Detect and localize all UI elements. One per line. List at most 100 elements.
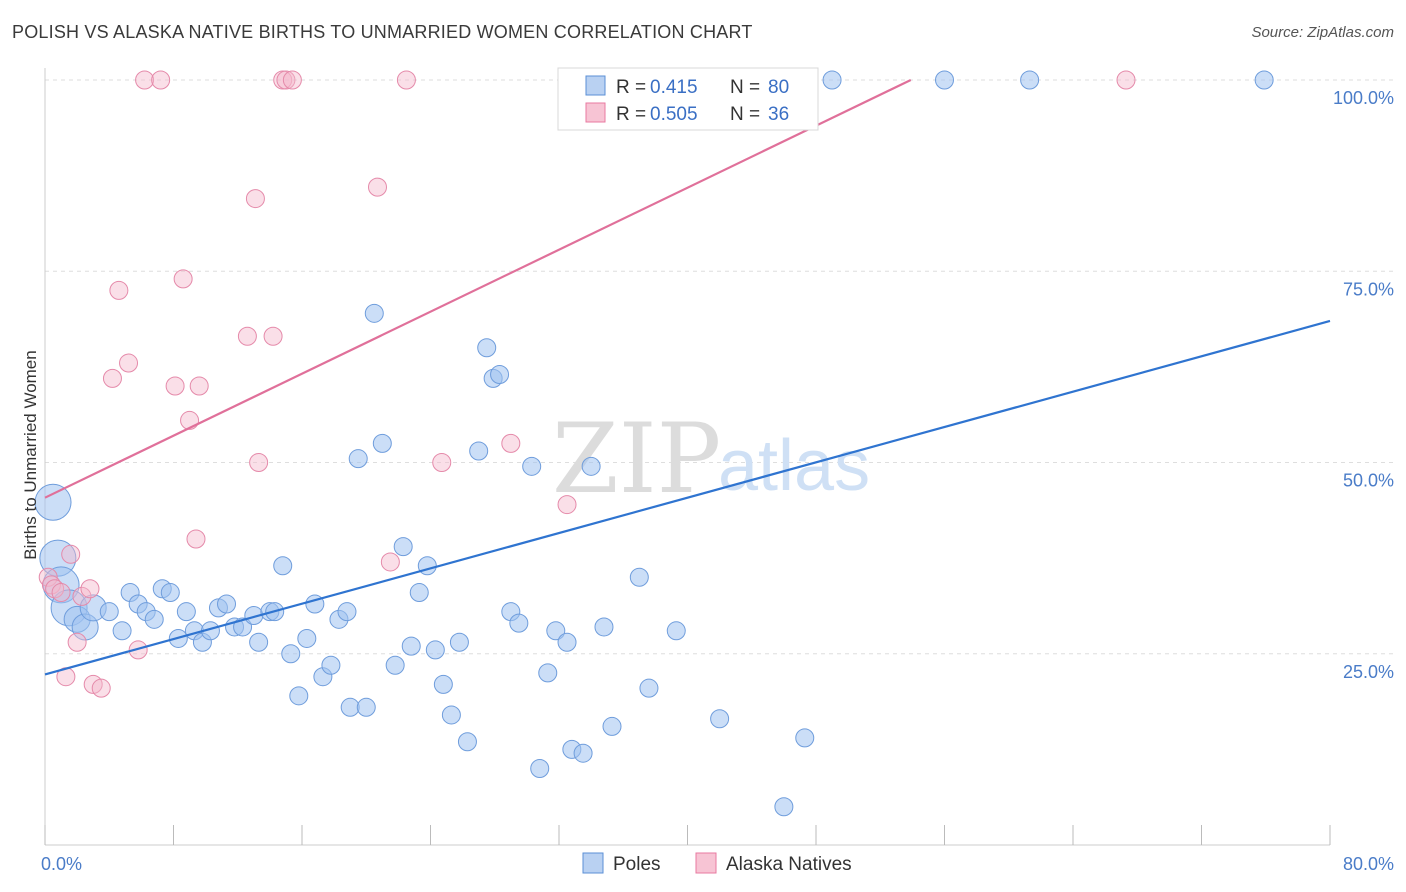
poles-point-67 [602,716,622,736]
alaska-point-18 [173,269,193,289]
alaska-point-20 [186,529,206,549]
poles-point-8 [112,621,132,641]
alaska-point-8 [80,579,100,599]
legend-r-label-poles: R = [616,77,646,98]
alaska-point-11 [102,368,122,388]
poles-point-53 [477,338,497,358]
alaska-point-17 [165,376,185,396]
legend-n-label-alaska: N = [730,104,760,125]
alaska-point-14 [128,640,148,660]
y-tick-label-0: 25.0% [1343,662,1394,682]
alaska-point-22 [237,326,257,346]
poles-point-29 [281,644,301,664]
source-label: Source: ZipAtlas.com [1251,24,1394,41]
poles-point-68 [629,567,649,587]
x-tick-label-1: 80.0% [1343,854,1394,874]
poles-point-12 [144,609,164,629]
poles-point-36 [337,602,357,622]
bottom-legend-alaska: Alaska Natives [726,854,852,875]
poles-point-76 [935,70,954,90]
legend-swatch-alaska [585,102,606,123]
alaska-point-28 [282,70,302,90]
tick-labels: 0.0% 80.0% 25.0% 50.0% 75.0% 100.0% [41,88,1394,874]
poles-point-39 [356,697,376,717]
alaska-point-3 [51,583,71,603]
legend-n-value-alaska: 36 [768,104,789,125]
legend-r-value-alaska: 0.505 [650,104,698,125]
poles-point-21 [217,594,237,614]
poles-point-44 [401,636,421,656]
poles-point-40 [364,303,384,323]
alaska-point-34 [557,495,577,515]
legend-n-label-poles: N = [730,77,760,98]
poles-point-30 [289,686,309,706]
poles-point-51 [457,732,477,752]
poles-point-48 [433,674,453,694]
poles-point-62 [557,632,577,652]
alaska-point-31 [396,70,416,90]
poles-point-61 [546,621,566,641]
poles-point-78 [1254,70,1274,90]
poles-point-60 [538,663,558,683]
alaska-point-10 [91,678,111,698]
poles-point-0 [34,483,72,521]
watermark: ZIP atlas [552,403,870,515]
poles-point-69 [639,678,659,698]
axes [44,68,1331,846]
alaska-point-16 [151,70,171,90]
poles-point-66 [594,617,614,637]
poles-point-43 [393,537,413,557]
poles-point-73 [795,728,815,748]
y-axis-label: Births to Unmarried Women [21,350,40,559]
poles-point-55 [490,365,510,385]
poles-point-50 [449,632,469,652]
poles-point-34 [321,655,341,675]
poles-point-75 [822,70,842,90]
alaska-trend-line [44,79,912,499]
poles-point-23 [233,617,253,637]
alaska-point-0 [38,567,58,587]
poles-point-72 [774,797,794,817]
bottom-legend-swatch-alaska [695,852,717,874]
poles-point-25 [249,632,269,652]
stats-legend: R = 0.415 N = 80 R = 0.505 N = 36 [557,67,819,131]
poles-point-7 [99,602,119,622]
bottom-legend-poles: Poles [613,854,661,875]
alaska-point-25 [263,326,283,346]
poles-point-45 [409,583,429,603]
alaska-point-13 [119,353,139,373]
legend-r-value-poles: 0.415 [650,77,698,98]
poles-point-41 [372,433,392,453]
chart-title: POLISH VS ALASKA NATIVE BIRTHS TO UNMARR… [12,22,753,42]
series-legend: Poles Alaska Natives [582,852,852,875]
y-tick-label-3: 100.0% [1333,88,1394,108]
poles-point-59 [530,759,550,778]
alaska-point-12 [109,280,129,300]
alaska-point-24 [249,453,269,472]
alaska-point-29 [367,177,387,197]
x-tick-label-0: 0.0% [41,854,82,874]
alaska-point-35 [1116,70,1136,90]
poles-point-57 [509,613,529,633]
watermark-zip: ZIP [552,403,721,515]
poles-point-58 [522,456,542,476]
grid-lines [45,79,1394,655]
alaska-point-33 [501,433,521,453]
alaska-point-6 [67,632,87,652]
poles-point-64 [573,743,593,763]
data-points [34,70,1274,817]
poles-point-77 [1020,70,1040,90]
watermark-atlas: atlas [718,426,870,506]
poles-point-28 [273,556,293,576]
poles-point-70 [666,621,686,641]
legend-n-value-poles: 80 [768,77,789,98]
legend-r-label-alaska: R = [616,104,646,125]
y-tick-label-2: 75.0% [1343,279,1394,299]
poles-point-37 [340,697,360,717]
poles-point-16 [176,602,196,622]
alaska-point-15 [135,70,155,90]
alaska-point-27 [276,70,296,90]
poles-point-42 [385,655,405,675]
poles-point-65 [581,456,601,476]
